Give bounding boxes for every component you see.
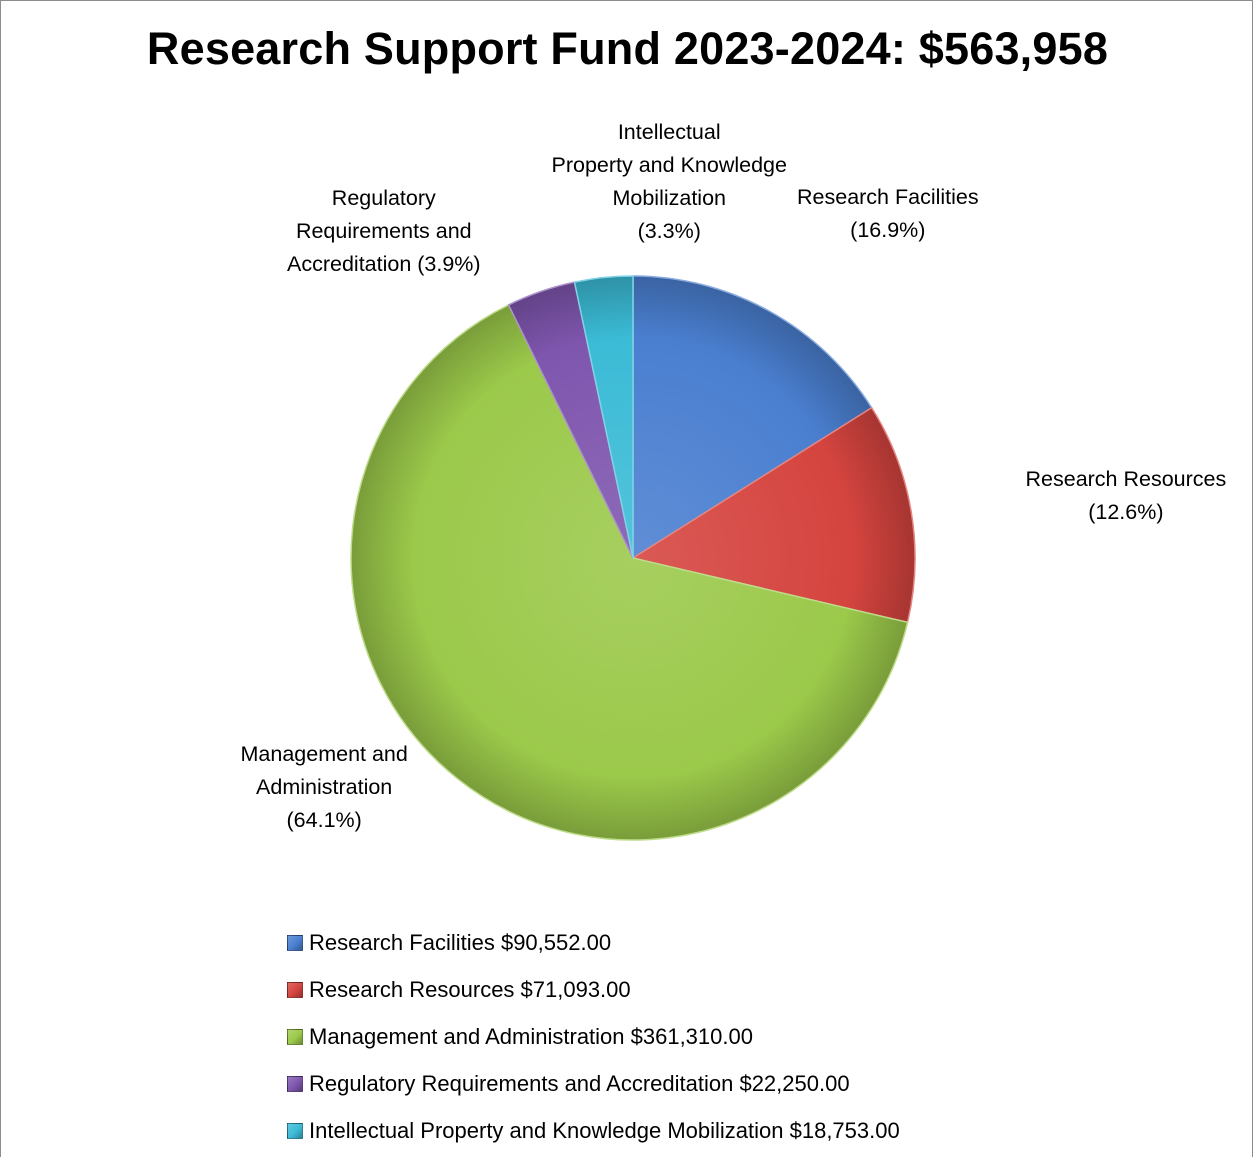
- slice-label-line: Mobilization: [612, 186, 726, 210]
- slice-label-line: (16.9%): [850, 218, 926, 242]
- slice-label-line: Research Facilities: [797, 185, 979, 209]
- legend-label: Research Facilities $90,552.00: [309, 929, 612, 955]
- chart-title: Research Support Fund 2023-2024: $563,95…: [146, 23, 1109, 74]
- legend-label: Management and Administration $361,310.0…: [309, 1023, 753, 1049]
- pie-slice-management-and-administration: [350, 303, 909, 841]
- slice-label-line: (12.6%): [1088, 500, 1164, 524]
- slice-label-line: Requirements and: [295, 219, 472, 243]
- slice-label-intellectual-property-and-knowledge-mobilization: Intellectual Property and Knowledge Mobili…: [552, 116, 787, 248]
- slice-label-line: Property and Knowledge: [551, 153, 787, 177]
- slice-label-management-and-administration: Management and Administration (64.1%): [241, 738, 408, 837]
- legend-item: Management and Administration $361,310.0…: [287, 1013, 900, 1060]
- slice-label-line: Accreditation (3.9%): [287, 252, 481, 276]
- legend-swatch: [287, 1122, 303, 1139]
- slice-label-line: (3.3%): [637, 219, 701, 243]
- legend-label: Regulatory Requirements and Accreditatio…: [309, 1070, 850, 1096]
- slice-label-regulatory-requirements-and-accreditation: Regulatory Requirements and Accreditation …: [287, 182, 481, 281]
- slice-label-research-resources: Research Resources (12.6%): [1026, 463, 1227, 529]
- slice-label-research-facilities: Research Facilities (16.9%): [797, 181, 979, 247]
- legend-swatch: [287, 1075, 303, 1092]
- slice-label-line: Administration: [256, 775, 393, 799]
- legend-label: Research Resources $71,093.00: [309, 976, 631, 1002]
- legend-item: Regulatory Requirements and Accreditatio…: [287, 1060, 900, 1107]
- legend-item: Research Facilities $90,552.00: [287, 919, 900, 966]
- slice-label-line: Intellectual: [617, 120, 721, 144]
- legend-swatch: [287, 1028, 303, 1045]
- slice-label-line: Management and: [240, 742, 408, 766]
- slice-label-line: Regulatory: [331, 186, 436, 210]
- pie-slice-intellectual-property-and-knowledge-mobilization: [573, 275, 634, 559]
- slice-label-line: Research Resources: [1025, 467, 1227, 491]
- legend-item: Research Resources $71,093.00: [287, 966, 900, 1013]
- pie-slice-research-facilities: [632, 275, 873, 560]
- pie-slice-research-resources: [631, 406, 916, 624]
- legend-item: Intellectual Property and Knowledge Mobi…: [287, 1107, 900, 1154]
- legend: Research Facilities $90,552.00 Research R…: [287, 919, 900, 1154]
- legend-label: Intellectual Property and Knowledge Mobi…: [309, 1117, 900, 1143]
- slice-label-line: (64.1%): [286, 808, 362, 832]
- legend-swatch: [287, 934, 303, 951]
- legend-swatch: [287, 981, 303, 998]
